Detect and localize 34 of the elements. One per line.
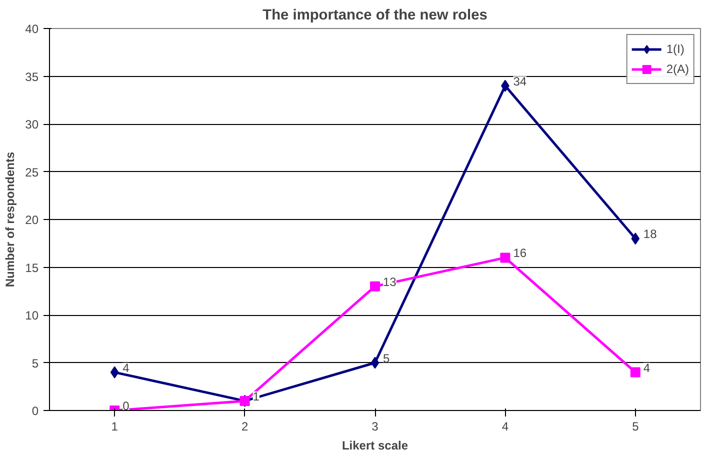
legend-label: 1(I) — [666, 42, 686, 56]
x-axis-title: Likert scale — [342, 438, 408, 452]
y-tick-label: 20 — [25, 213, 39, 227]
x-tick-label: 3 — [372, 420, 379, 434]
x-tick-label: 4 — [502, 420, 509, 434]
y-tick-label: 15 — [25, 260, 39, 275]
point — [110, 366, 119, 378]
y-tick-label: 5 — [32, 356, 39, 370]
legend-label: 2(A) — [666, 62, 689, 76]
data-label: 0 — [122, 399, 130, 413]
data-label: 4 — [122, 360, 130, 375]
data-label: 34 — [513, 74, 527, 88]
y-tick-label: 30 — [25, 118, 39, 132]
data-label: 18 — [643, 227, 658, 242]
point — [631, 232, 640, 245]
point — [370, 356, 380, 369]
data-label: 1 — [252, 389, 260, 404]
y-tick-label: 10 — [25, 308, 39, 322]
y-tick-label: 40 — [25, 22, 39, 36]
x-tick-label: 2 — [241, 420, 248, 434]
data-label: 16 — [513, 246, 527, 260]
y-tick-label: 35 — [25, 70, 39, 84]
data-label: 5 — [383, 351, 390, 366]
chart-title: The importance of the new roles — [262, 8, 488, 24]
point — [630, 367, 640, 378]
x-tick-label: 1 — [111, 420, 118, 434]
y-tick-label: 25 — [25, 165, 39, 180]
y-tick-label: 0 — [32, 404, 39, 418]
point — [500, 252, 510, 263]
x-tick-label: 5 — [632, 420, 640, 434]
data-label: 4 — [643, 360, 650, 375]
y-axis-title: Number of respondents — [3, 152, 18, 288]
data-label: 13 — [383, 274, 397, 289]
point — [370, 281, 380, 292]
